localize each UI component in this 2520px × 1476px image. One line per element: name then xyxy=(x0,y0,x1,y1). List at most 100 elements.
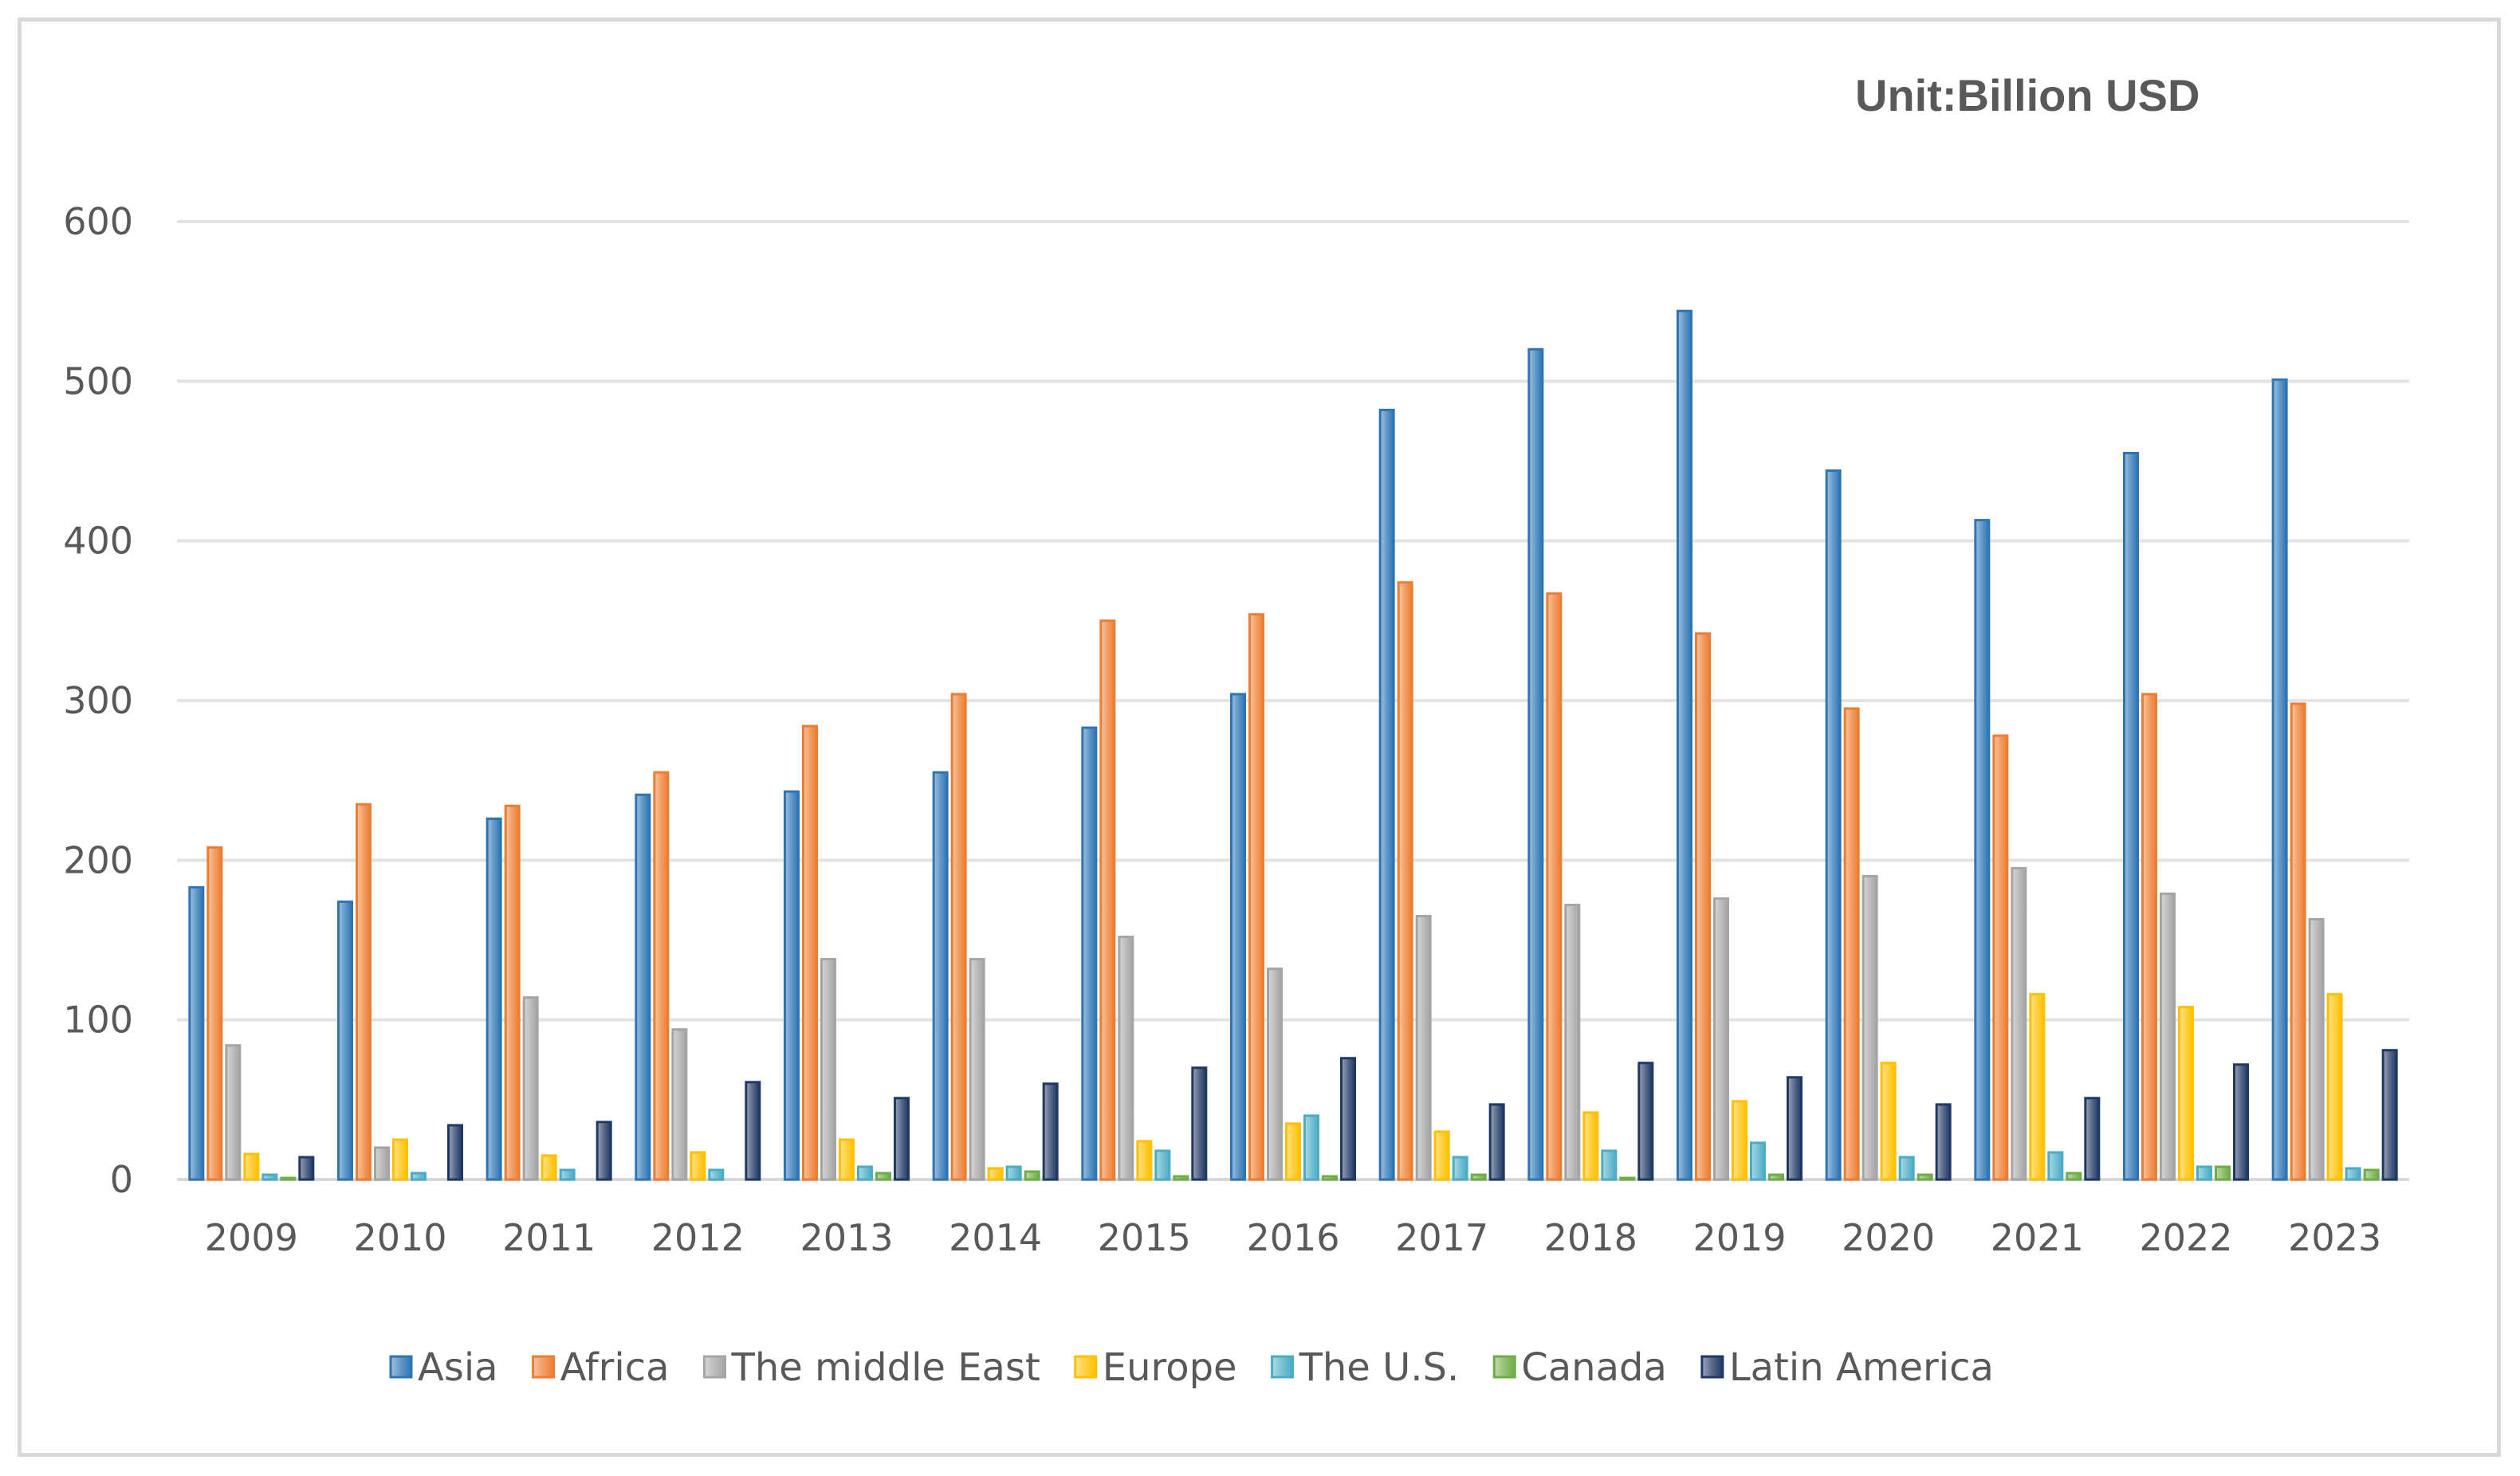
bar-asia-2023 xyxy=(2271,378,2288,1181)
bar-the-middle-east-2022 xyxy=(2160,892,2176,1181)
x-tick-label: 2020 xyxy=(1842,1216,1935,1259)
bar-africa-2011 xyxy=(504,804,521,1181)
bar-africa-2018 xyxy=(1546,592,1563,1181)
bar-the-u-s--2011 xyxy=(559,1168,576,1181)
bar-the-middle-east-2019 xyxy=(1713,897,1729,1181)
bar-europe-2011 xyxy=(541,1154,557,1181)
x-tick-label: 2012 xyxy=(651,1216,745,1259)
legend: Asia Africa The middle East Europe The U.S. C… xyxy=(389,1345,1994,1390)
bar-europe-2012 xyxy=(690,1151,706,1181)
legend-label: Africa xyxy=(560,1345,670,1390)
bar-asia-2010 xyxy=(337,900,353,1181)
bar-the-u-s--2020 xyxy=(1898,1156,1915,1181)
bar-africa-2009 xyxy=(206,846,223,1181)
bar-latin-america-2016 xyxy=(1340,1057,1356,1181)
x-tick-label: 2018 xyxy=(1544,1216,1637,1259)
bar-the-u-s--2021 xyxy=(2047,1151,2064,1181)
bar-canada-2017 xyxy=(1470,1173,1487,1181)
unit-label: Unit:Billion USD xyxy=(1855,70,2200,120)
y-tick-label: 0 xyxy=(110,1158,133,1201)
bar-latin-america-2022 xyxy=(2233,1063,2249,1181)
y-tick-label: 600 xyxy=(63,200,133,243)
x-tick-label: 2013 xyxy=(800,1216,893,1259)
bar-the-u-s--2013 xyxy=(857,1165,873,1181)
legend-label: Asia xyxy=(418,1345,498,1390)
bar-the-u-s--2014 xyxy=(1005,1165,1022,1181)
bar-the-middle-east-2012 xyxy=(671,1028,688,1181)
legend-swatch xyxy=(1492,1355,1516,1379)
bar-latin-america-2009 xyxy=(298,1156,315,1181)
bar-europe-2018 xyxy=(1582,1111,1599,1181)
bar-europe-2013 xyxy=(839,1138,855,1181)
legend-label: The middle East xyxy=(731,1345,1040,1390)
bar-europe-2016 xyxy=(1285,1122,1301,1181)
x-tick-label: 2023 xyxy=(2288,1216,2381,1259)
bar-europe-2021 xyxy=(2029,993,2046,1181)
bar-europe-2015 xyxy=(1136,1140,1153,1181)
x-axis-ticks: 2009 2010 2011 2012 2013 2014 2015 2016 2017 2018… xyxy=(205,1216,2381,1259)
bar-canada-2023 xyxy=(2363,1168,2380,1181)
bar-africa-2016 xyxy=(1248,613,1264,1181)
bar-africa-2022 xyxy=(2141,693,2157,1181)
bar-canada-2020 xyxy=(1917,1173,1933,1181)
legend-swatch xyxy=(1074,1355,1098,1379)
bar-asia-2022 xyxy=(2123,451,2139,1181)
legend-item: The middle East xyxy=(703,1345,1040,1390)
legend-label: Latin America xyxy=(1729,1345,1994,1390)
bar-europe-2009 xyxy=(243,1152,260,1181)
bar-africa-2019 xyxy=(1695,632,1711,1181)
bar-europe-2020 xyxy=(1880,1062,1897,1181)
chart-svg: Unit:Billion USD 0 100 200 300 400 500 600 200… xyxy=(63,70,2409,1390)
bar-canada-2013 xyxy=(875,1172,891,1181)
bar-africa-2013 xyxy=(802,724,818,1181)
bar-the-u-s--2022 xyxy=(2196,1165,2212,1181)
bar-canada-2016 xyxy=(1322,1175,1338,1181)
bar-the-u-s--2015 xyxy=(1154,1149,1171,1181)
legend-item: Latin America xyxy=(1700,1345,1994,1390)
bar-canada-2021 xyxy=(2066,1172,2082,1181)
legend-swatch xyxy=(389,1355,413,1379)
bar-europe-2019 xyxy=(1732,1100,1747,1181)
bar-europe-2017 xyxy=(1433,1130,1450,1181)
chart-frame: Unit:Billion USD 0 100 200 300 400 500 600 200… xyxy=(18,18,2501,1457)
legend-swatch xyxy=(1700,1355,1724,1379)
bar-europe-2014 xyxy=(987,1167,1004,1181)
bar-the-u-s--2010 xyxy=(411,1172,427,1181)
bar-latin-america-2019 xyxy=(1787,1076,1803,1181)
bar-the-middle-east-2014 xyxy=(969,958,985,1181)
bar-asia-2020 xyxy=(1825,469,1842,1181)
bar-africa-2023 xyxy=(2290,702,2306,1181)
legend-label: The U.S. xyxy=(1299,1345,1460,1390)
bar-africa-2015 xyxy=(1099,619,1116,1181)
bar-the-middle-east-2017 xyxy=(1415,914,1432,1181)
bar-asia-2017 xyxy=(1378,408,1395,1181)
bar-africa-2017 xyxy=(1397,581,1413,1181)
legend-item: Canada xyxy=(1492,1345,1667,1390)
bar-canada-2009 xyxy=(280,1176,297,1181)
bar-africa-2021 xyxy=(1992,734,2009,1181)
legend-item: Asia xyxy=(389,1345,498,1390)
bar-canada-2018 xyxy=(1619,1176,1636,1181)
bar-asia-2012 xyxy=(635,793,651,1181)
bar-the-middle-east-2009 xyxy=(225,1044,242,1181)
legend-swatch xyxy=(703,1355,726,1379)
bar-africa-2010 xyxy=(356,803,372,1181)
x-tick-label: 2010 xyxy=(353,1216,446,1259)
x-tick-label: 2015 xyxy=(1098,1216,1191,1259)
legend-label: Canada xyxy=(1521,1345,1667,1390)
bar-the-middle-east-2020 xyxy=(1861,874,1878,1181)
y-tick-label: 200 xyxy=(63,838,133,881)
bar-asia-2021 xyxy=(1974,519,1991,1181)
bar-the-middle-east-2021 xyxy=(2011,866,2027,1181)
bar-asia-2015 xyxy=(1081,726,1098,1181)
y-tick-label: 300 xyxy=(63,679,133,722)
bar-latin-america-2012 xyxy=(745,1081,761,1181)
x-tick-label: 2017 xyxy=(1395,1216,1488,1259)
bar-latin-america-2020 xyxy=(1935,1103,1952,1181)
x-tick-label: 2014 xyxy=(949,1216,1042,1259)
bar-latin-america-2017 xyxy=(1488,1103,1505,1181)
bar-latin-america-2015 xyxy=(1191,1066,1208,1181)
legend-swatch xyxy=(532,1355,556,1379)
bar-latin-america-2010 xyxy=(447,1124,463,1181)
bar-canada-2022 xyxy=(2215,1165,2231,1181)
